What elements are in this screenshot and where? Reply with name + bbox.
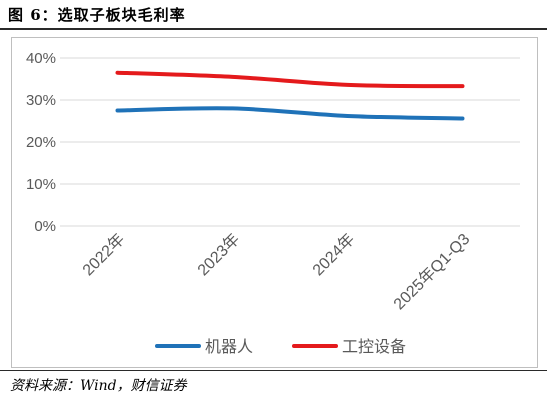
figure-title: 图 6：选取子板块毛利率	[8, 6, 186, 24]
source-note: 资料来源：Wind，财信证券	[10, 378, 187, 394]
y-tick-label: 30%	[26, 92, 56, 109]
chart-frame: 0% 10% 20% 30% 40% 2022年 2023年 2024年 2025年Q1-Q3 机…	[11, 37, 538, 368]
y-tick-label: 10%	[26, 176, 56, 193]
title-divider	[0, 28, 547, 30]
series-line	[115, 106, 465, 121]
y-tick-label: 0%	[34, 218, 56, 235]
legend-label: 工控设备	[342, 338, 406, 356]
series-line	[115, 70, 465, 89]
legend-label: 机器人	[205, 338, 253, 356]
x-tick-label: 2022年	[79, 230, 128, 279]
x-tick-label: 2023年	[194, 230, 243, 279]
y-tick-label: 20%	[26, 134, 56, 151]
source-divider	[0, 370, 547, 371]
x-tick-label: 2024年	[309, 230, 358, 279]
x-tick-label: 2025年Q1-Q3	[390, 230, 473, 313]
y-tick-label: 40%	[26, 50, 56, 67]
line-chart: 0% 10% 20% 30% 40% 2022年 2023年 2024年 2025年Q1-Q3 机…	[26, 50, 520, 356]
